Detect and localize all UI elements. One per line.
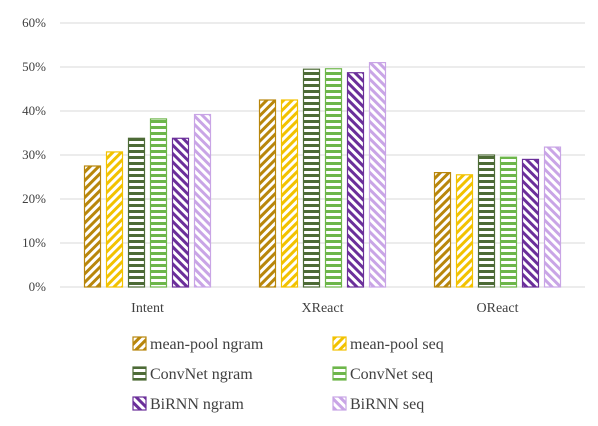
bar-convnet-seq-oreact [499,156,518,288]
y-tick-label: 40% [22,103,46,118]
legend: mean-pool ngram mean-pool seq ConvNet ngra… [132,336,444,413]
bar-birnn-seq-intent [193,113,212,288]
legend-item: ConvNet seq [332,366,433,383]
bar-birnn-ngram-xreact [346,72,365,288]
legend-label: mean-pool ngram [150,336,264,353]
legend-label: BiRNN seq [350,396,424,413]
bar-mean-pool-seq-oreact [455,174,474,288]
legend-swatch [332,336,347,351]
legend-item: mean-pool seq [332,336,444,353]
gridlines [60,22,585,288]
bar-convnet-ngram-intent [127,137,146,288]
x-tick-label: Intent [131,301,164,316]
bar-convnet-ngram-xreact [302,68,321,288]
x-tick-label: XReact [302,301,344,316]
legend-label: BiRNN ngram [150,396,244,413]
legend-label: mean-pool seq [350,336,444,353]
legend-label: ConvNet seq [350,366,433,383]
bar-mean-pool-ngram-xreact [258,99,277,288]
bar-mean-pool-seq-intent [105,151,124,288]
bar-mean-pool-seq-xreact [280,99,299,288]
bar-birnn-ngram-intent [171,137,190,288]
y-tick-label: 30% [22,147,46,162]
bars [83,61,562,288]
y-tick-label: 0% [29,279,47,294]
bar-birnn-seq-oreact [543,146,562,288]
y-tick-label: 10% [22,235,46,250]
bar-mean-pool-ngram-oreact [433,172,452,288]
legend-swatch [132,366,147,381]
legend-item: mean-pool ngram [132,336,264,353]
y-tick-label: 50% [22,59,46,74]
legend-swatch [132,336,147,351]
bar-birnn-ngram-oreact [521,158,540,288]
bar-convnet-seq-xreact [324,68,343,288]
bar-birnn-seq-xreact [368,61,387,288]
legend-item: BiRNN ngram [132,396,244,413]
legend-label: ConvNet ngram [150,366,253,383]
bar-convnet-seq-intent [149,118,168,288]
legend-swatch [332,396,347,411]
legend-item: BiRNN seq [332,396,424,413]
legend-item: ConvNet ngram [132,366,253,383]
bar-mean-pool-ngram-intent [83,165,102,288]
bar-convnet-ngram-oreact [477,154,496,288]
legend-swatch [132,396,147,411]
y-axis-ticks: 0% 10% 20% 30% 40% 50% 60% [22,15,46,294]
x-axis-ticks: Intent XReact OReact [131,301,518,316]
y-tick-label: 20% [22,191,46,206]
legend-swatch [332,366,347,381]
y-tick-label: 60% [22,15,46,30]
x-tick-label: OReact [477,301,519,316]
